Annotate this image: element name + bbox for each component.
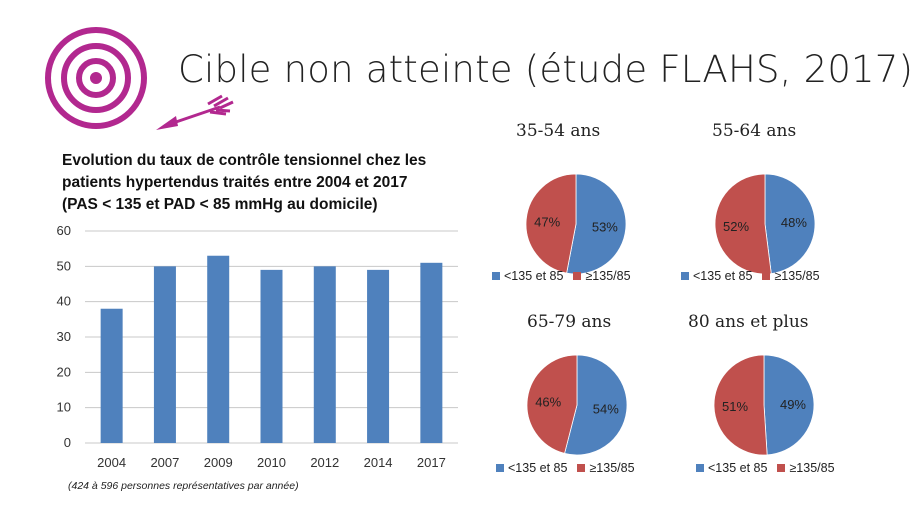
legend-label: ≥135/85 <box>774 269 820 283</box>
pie-slice-0 <box>764 173 816 275</box>
pie-title-65-79: 65-79 ans <box>527 312 612 332</box>
x-tick-label: 2007 <box>150 455 179 470</box>
legend-swatch <box>573 272 582 280</box>
bar-chart-title-line-1: Evolution du taux de contrôle tensionnel… <box>62 152 427 169</box>
bar-2009 <box>207 255 230 443</box>
legend-label: ≥135/85 <box>789 461 835 475</box>
bar-2017 <box>420 262 443 443</box>
pie-chart-65-79: 54% 46% <box>526 354 628 456</box>
pie-title-55-64: 55-64 ans <box>712 121 797 141</box>
pie-slice-0 <box>564 354 628 456</box>
bar-chart-footnote: (424 à 596 personnes représentatives par… <box>68 480 299 492</box>
legend-item: <135 et 85 <box>496 461 567 475</box>
pie-legend-80-plus: <135 et 85 ≥135/85 <box>696 461 845 475</box>
pie-value-label: 47% <box>534 214 560 229</box>
logo-target-arrow <box>45 27 234 130</box>
y-tick-label: 0 <box>64 435 71 450</box>
pie-title-35-54: 35-54 ans <box>516 121 601 141</box>
x-tick-label: 2009 <box>204 455 233 470</box>
pie-chart-35-54: 53% 47% <box>525 173 627 275</box>
bar-2010 <box>260 269 283 443</box>
x-tick-label: 2017 <box>417 455 446 470</box>
legend-label: <135 et 85 <box>508 461 568 475</box>
legend-item: ≥135/85 <box>762 269 820 283</box>
y-tick-label: 40 <box>57 294 71 309</box>
bar-2012 <box>313 266 336 443</box>
target-icon <box>45 27 147 129</box>
y-tick-label: 10 <box>57 400 71 415</box>
pie-chart-55-64: 48% 52% <box>714 173 816 275</box>
legend-label: <135 et 85 <box>504 269 564 283</box>
legend-swatch <box>762 272 771 280</box>
legend-swatch <box>681 272 689 280</box>
pie-chart-80-plus: 49% 51% <box>713 354 815 456</box>
pie-value-label: 54% <box>593 402 619 417</box>
bar-chart-title-line-2: patients hypertendus traités entre 2004 … <box>62 174 408 191</box>
legend-item: ≥135/85 <box>573 269 631 283</box>
bar-2014 <box>367 269 390 443</box>
legend-label: <135 et 85 <box>693 269 753 283</box>
pie-legend-55-64: <135 et 85 ≥135/85 <box>681 269 830 283</box>
x-tick-label: 2010 <box>257 455 286 470</box>
arrow-icon <box>156 94 234 130</box>
x-tick-label: 2004 <box>97 455 126 470</box>
legend-swatch <box>577 464 586 472</box>
bar-2004 <box>100 308 123 443</box>
pie-slice-0 <box>763 354 815 456</box>
y-tick-label: 20 <box>57 364 71 379</box>
legend-swatch <box>492 272 500 280</box>
pie-slice-1 <box>526 354 578 454</box>
legend-item: ≥135/85 <box>577 461 635 475</box>
y-tick-label: 30 <box>57 329 71 344</box>
y-tick-label: 60 <box>57 223 71 238</box>
bar-chart-title: Evolution du taux de contrôle tensionnel… <box>62 150 462 216</box>
pie-value-label: 52% <box>723 219 749 234</box>
legend-swatch <box>496 464 504 472</box>
pie-slice-1 <box>713 354 768 456</box>
pie-slice-1 <box>525 173 577 274</box>
legend-item: <135 et 85 <box>696 461 767 475</box>
legend-swatch <box>777 464 786 472</box>
pie-slice-0 <box>566 173 627 275</box>
pie-value-label: 49% <box>780 397 806 412</box>
legend-label: <135 et 85 <box>708 461 768 475</box>
legend-item: <135 et 85 <box>681 269 752 283</box>
pie-value-label: 51% <box>722 399 748 414</box>
x-tick-label: 2014 <box>364 455 393 470</box>
pie-value-label: 48% <box>781 215 807 230</box>
bar-2007 <box>153 266 176 443</box>
x-tick-label: 2012 <box>310 455 339 470</box>
legend-swatch <box>696 464 704 472</box>
y-tick-label: 50 <box>57 258 71 273</box>
legend-label: ≥135/85 <box>585 269 631 283</box>
bar-chart-title-line-3: (PAS < 135 et PAD < 85 mmHg au domicile) <box>62 196 378 213</box>
pie-value-label: 53% <box>592 220 618 235</box>
legend-item: <135 et 85 <box>492 269 563 283</box>
pie-slice-1 <box>714 173 772 275</box>
pie-title-80-plus: 80 ans et plus <box>688 312 809 332</box>
pie-legend-65-79: <135 et 85 ≥135/85 <box>496 461 645 475</box>
slide-title: Cible non atteinte (étude FLAHS, 2017) <box>178 48 910 91</box>
pie-legend-35-54: <135 et 85 ≥135/85 <box>492 269 641 283</box>
pie-value-label: 46% <box>535 394 561 409</box>
bar-chart: 0 10 20 30 40 50 60 2004 2007 2009 2010 2012 2014 201… <box>57 223 458 470</box>
legend-label: ≥135/85 <box>589 461 635 475</box>
legend-item: ≥135/85 <box>777 461 835 475</box>
